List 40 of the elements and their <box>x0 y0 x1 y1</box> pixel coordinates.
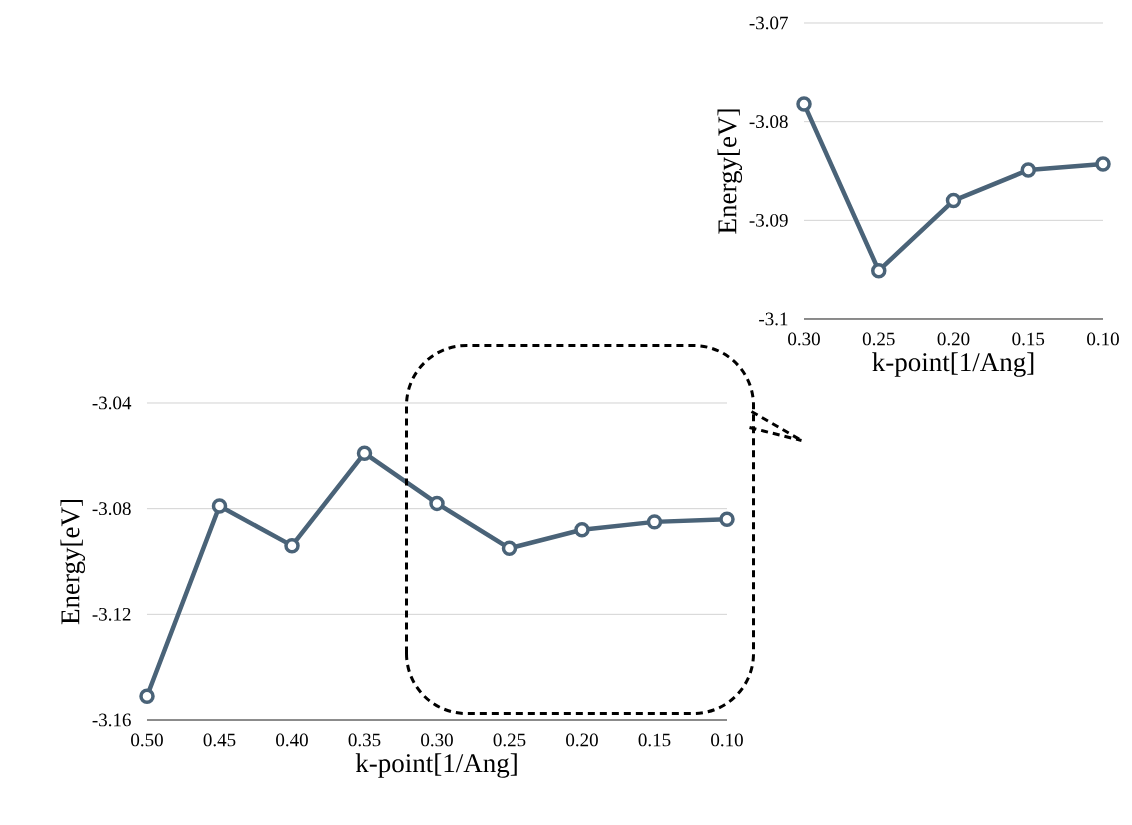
y-tick-label: -3.07 <box>749 16 788 30</box>
x-tick-label: 0.20 <box>937 332 970 346</box>
point <box>356 445 373 461</box>
point <box>574 522 590 538</box>
point <box>1095 156 1111 172</box>
point <box>284 537 300 554</box>
x-axis-title: k-point[1/Ang] <box>355 753 517 778</box>
y-tick-label: -3.12 <box>92 607 131 621</box>
x-tick-label: 0.40 <box>276 733 308 747</box>
point <box>211 498 228 514</box>
point <box>429 495 445 512</box>
point <box>646 514 663 530</box>
x-tick-label: 0.35 <box>348 733 381 747</box>
point <box>871 262 887 279</box>
y-axis-title: Energy[eV] <box>60 500 86 625</box>
y-tick-label: -3.16 <box>92 713 131 727</box>
y-tick-label: -3.08 <box>749 115 788 129</box>
y-axis-title: Energy[eV] <box>717 109 743 234</box>
point <box>945 192 962 209</box>
x-tick-label: 0.30 <box>788 332 820 346</box>
point <box>796 96 812 112</box>
point <box>139 688 155 704</box>
x-tick-label: 0.30 <box>421 733 453 747</box>
point <box>1020 162 1037 178</box>
y-tick-label: -3.09 <box>749 213 788 227</box>
x-tick-label: 0.25 <box>862 332 895 346</box>
x-axis-title: k-point[1/Ang] <box>872 352 1034 377</box>
point <box>501 540 518 557</box>
x-tick-label: 0.15 <box>1012 332 1045 346</box>
x-tick-label: 0.25 <box>493 733 526 747</box>
y-tick-label: -3.08 <box>92 502 131 516</box>
x-tick-label: 0.50 <box>131 733 163 747</box>
x-tick-label: 0.15 <box>638 733 671 747</box>
x-tick-label: 0.20 <box>566 733 598 747</box>
x-tick-label: 0.10 <box>711 733 743 747</box>
y-tick-label: -3.1 <box>759 312 788 326</box>
point <box>719 511 735 527</box>
y-tick-label: -3.04 <box>92 396 132 410</box>
x-tick-label: 0.10 <box>1087 332 1119 346</box>
x-tick-label: 0.45 <box>203 733 236 747</box>
